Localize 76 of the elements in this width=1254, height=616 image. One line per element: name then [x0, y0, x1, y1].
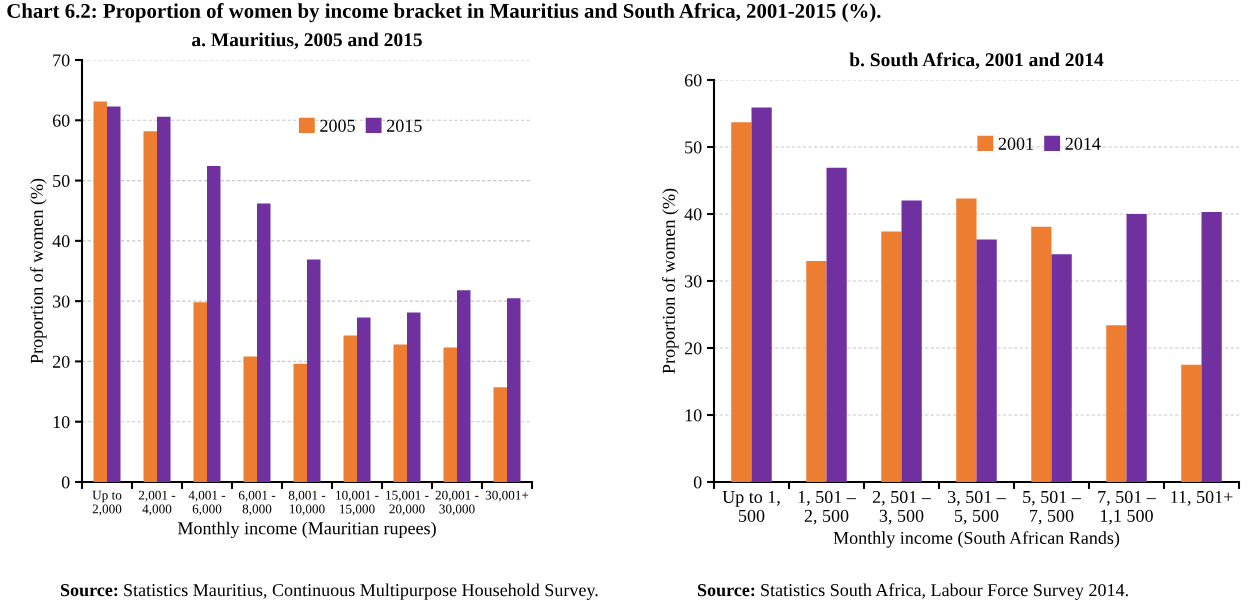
x-tick-label: 5, 501 – 7, 500 — [1023, 490, 1081, 525]
legend-label: 2005 — [320, 119, 355, 132]
legend-label: 2001 — [998, 137, 1033, 150]
y-tick-label: 10 — [53, 415, 70, 429]
y-tick-label: 30 — [685, 275, 702, 288]
bar — [507, 298, 521, 482]
bar — [751, 107, 772, 482]
x-tick-label: 20,001 - 30,000 — [435, 490, 479, 516]
bar — [143, 131, 157, 482]
bar — [731, 122, 752, 482]
bar — [107, 106, 121, 482]
y-tick-label: 50 — [53, 174, 70, 188]
y-tick-label: 10 — [685, 409, 702, 422]
bar — [357, 317, 371, 482]
y-tick-label: 50 — [685, 141, 702, 154]
bar — [157, 116, 171, 482]
x-tick-label: 30,001+ — [485, 490, 529, 502]
bar — [293, 363, 307, 482]
bar — [393, 344, 407, 482]
legend-label: 2014 — [1065, 137, 1101, 150]
x-tick-label: 7, 501 – 1,1 500 — [1098, 490, 1156, 525]
y-tick-label: 0 — [693, 476, 702, 489]
x-tick-label: 10,001 - 15,000 — [336, 490, 379, 516]
y-axis-title: Proportion of women (%) — [662, 188, 679, 374]
bar — [1051, 254, 1072, 482]
bar — [901, 200, 922, 482]
bar — [956, 198, 977, 482]
x-tick-label: 15,001 - 20,000 — [386, 490, 429, 516]
bar — [806, 260, 827, 482]
x-axis-title: Monthly income (Mauritian rupees) — [177, 521, 436, 539]
caption: Chart 6.2: Proportion of women by income bracket in Mauritius and South Africa, 2001-2015 (%). — [7, 3, 881, 23]
bar — [343, 335, 357, 482]
x-tick-label: 4,001 - 6,000 — [188, 490, 226, 516]
x-tick-label: 2, 501 – 3, 500 — [872, 490, 931, 525]
bar — [1031, 226, 1052, 482]
x-tick-label: Up to 2,000 — [92, 490, 122, 516]
bar — [1181, 364, 1202, 482]
source-note: Source: Statistics South Africa, Labour Force Survey 2014. — [697, 583, 1128, 600]
y-tick-label: 20 — [52, 355, 70, 368]
y-tick-label: 70 — [53, 54, 70, 67]
bar — [307, 259, 321, 482]
bar — [1201, 211, 1222, 482]
y-tick-label: 60 — [684, 74, 702, 87]
y-tick-label: 40 — [684, 208, 702, 221]
legend-label: 2015 — [387, 119, 422, 132]
x-tick-label: 8,001 - 10,000 — [288, 490, 326, 516]
bar — [1126, 214, 1147, 482]
bar — [243, 356, 257, 482]
bar — [976, 239, 997, 482]
bar — [93, 101, 107, 482]
chart-title: a. Mauritius, 2005 and 2015 — [192, 32, 422, 50]
x-axis-title: Monthly income (South African Rands) — [833, 531, 1120, 548]
x-tick-label: 2,001 - 4,000 — [138, 490, 176, 516]
bar — [443, 347, 457, 482]
bar — [407, 312, 421, 482]
y-axis-title: Proportion of women (%) — [30, 178, 47, 364]
bar — [257, 203, 271, 482]
bar — [1106, 325, 1127, 482]
x-tick-label: 1, 501 – 2, 500 — [798, 490, 856, 525]
y-tick-label: 40 — [52, 235, 70, 248]
x-tick-label: 6,001 - 8,000 — [238, 490, 276, 516]
bar — [193, 302, 207, 482]
x-tick-label: Up to 1, 500 — [722, 490, 780, 522]
bar — [826, 167, 847, 482]
y-tick-label: 30 — [53, 295, 70, 308]
y-tick-label: 0 — [61, 476, 70, 489]
bar — [493, 387, 507, 482]
x-tick-label: 11, 501+ — [1171, 490, 1233, 506]
bar — [457, 290, 471, 482]
x-tick-label: 3, 501 – 5, 500 — [948, 490, 1006, 525]
bar — [207, 166, 221, 482]
bar — [881, 231, 902, 482]
y-tick-label: 20 — [684, 342, 702, 355]
chart-title: b. South Africa, 2001 and 2014 — [849, 52, 1104, 70]
y-tick-label: 60 — [52, 114, 70, 127]
source-note: Source: Statistics Mauritius, Continuous Multipurpose Household Survey. — [60, 583, 598, 600]
